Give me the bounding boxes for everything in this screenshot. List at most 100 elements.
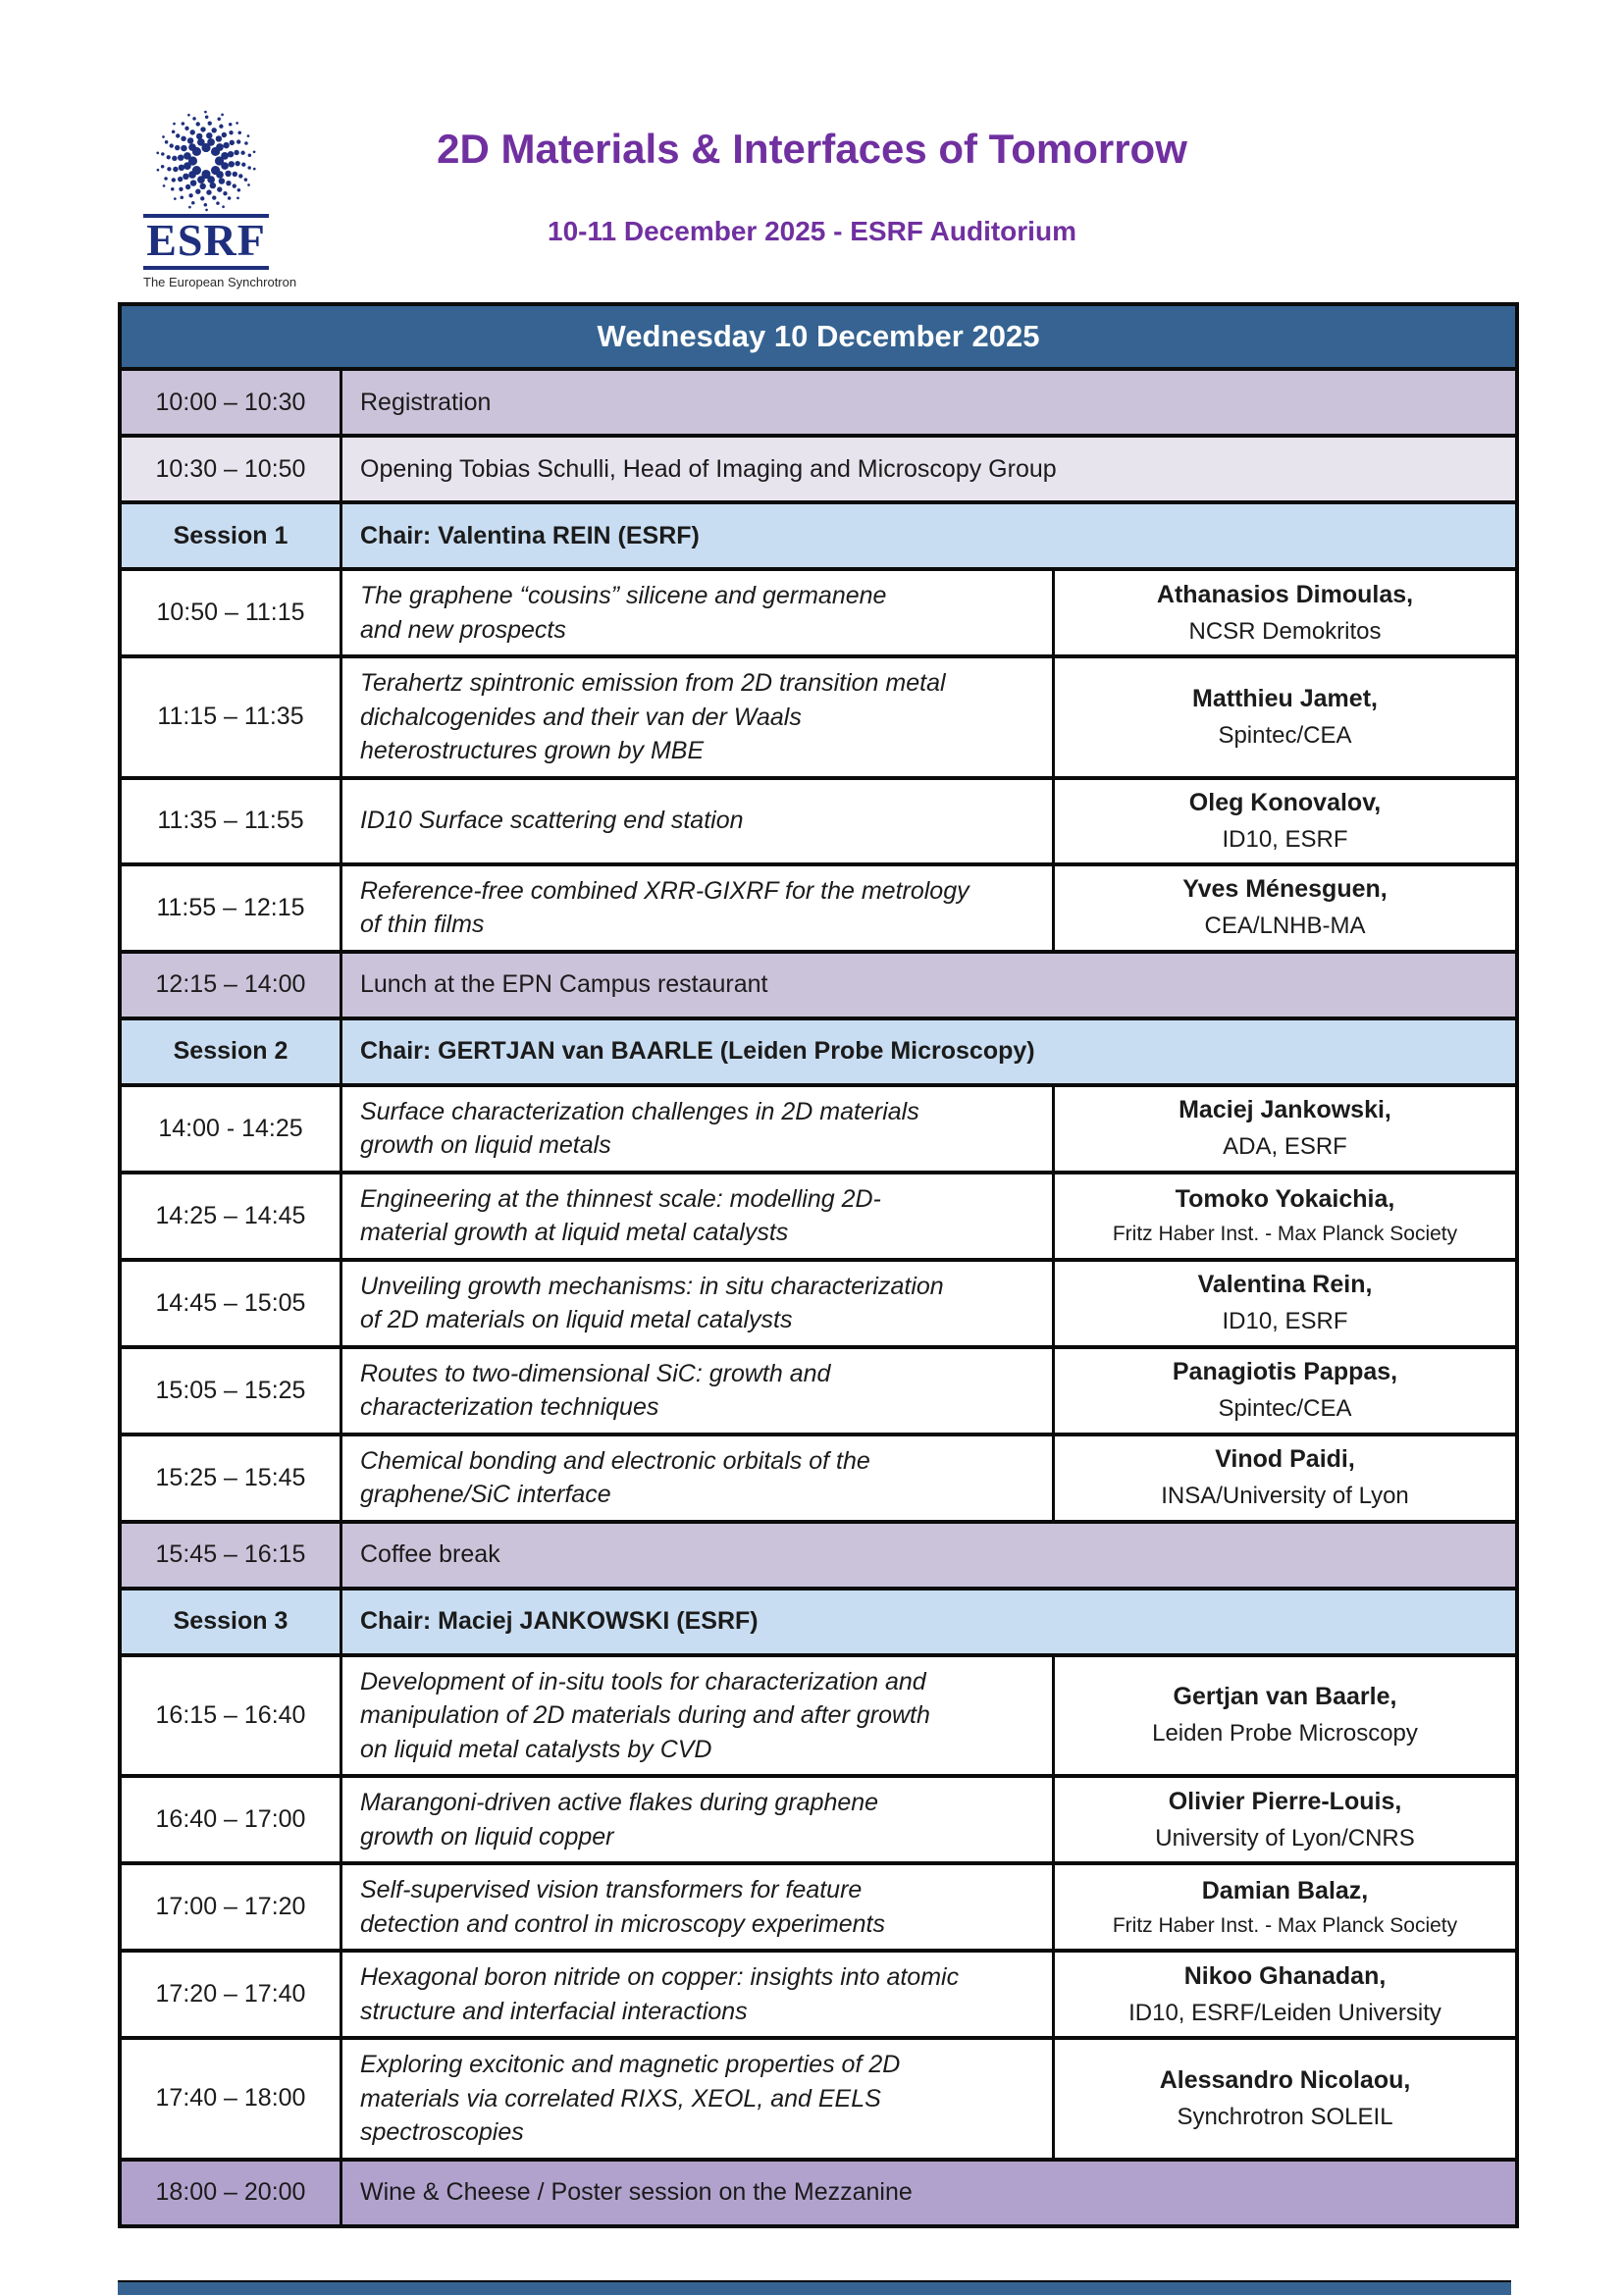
speaker-name: Athanasios Dimoulas, — [1156, 580, 1414, 608]
speaker-affiliation: Fritz Haber Inst. - Max Planck Society — [1112, 1913, 1458, 1937]
time-cell: 17:00 – 17:20 — [155, 1893, 306, 1920]
time-cell: 11:35 – 11:55 — [157, 807, 304, 834]
speaker-name: Nikoo Ghanadan, — [1183, 1961, 1387, 1990]
speaker-cell: Nikoo Ghanadan, ID10, ESRF/Leiden Univers… — [1052, 1953, 1515, 2036]
talk-title: Engineering at the thinnest scale: model… — [340, 1174, 1052, 1258]
talk-row: 14:00 - 14:25 Surface characterization ch… — [122, 1082, 1515, 1171]
speaker-cell: Athanasios Dimoulas, NCSR Demokritos — [1052, 571, 1515, 654]
speaker-affiliation: Fritz Haber Inst. - Max Planck Society — [1112, 1223, 1458, 1245]
speaker-name: Matthieu Jamet, — [1192, 684, 1378, 712]
chair-label: Chair: Maciej JANKOWSKI (ESRF) — [340, 1590, 1515, 1653]
break-row: 10:00 – 10:30 Registration — [122, 367, 1515, 434]
time-cell: 15:25 – 15:45 — [155, 1463, 306, 1491]
speaker-name: Olivier Pierre-Louis, — [1168, 1787, 1402, 1815]
speaker-name: Tomoko Yokaichia, — [1175, 1185, 1395, 1213]
page-title: 2D Materials & Interfaces of Tomorrow — [437, 126, 1187, 172]
time-cell: 17:20 – 17:40 — [155, 1980, 306, 2008]
speaker-name: Damian Balaz, — [1201, 1876, 1369, 1904]
speaker-name: Oleg Konovalov, — [1188, 788, 1382, 816]
speaker-name: Valentina Rein, — [1197, 1271, 1373, 1298]
event-label: Wine & Cheese / Poster session on the Me… — [340, 2161, 1515, 2224]
speaker-name: Panagiotis Pappas, — [1172, 1358, 1398, 1385]
logo-rule-top — [143, 214, 269, 218]
talk-row: 11:35 – 11:55 ID10 Surface scattering end… — [122, 775, 1515, 862]
speaker-affiliation: University of Lyon/CNRS — [1155, 1824, 1415, 1852]
speaker-cell: Valentina Rein, ID10, ESRF — [1052, 1261, 1515, 1345]
schedule-rows: 10:00 – 10:30 Registration 10:30 – 10:50 Op… — [122, 367, 1515, 2224]
speaker-cell: Tomoko Yokaichia, Fritz Haber Inst. - Max… — [1052, 1174, 1515, 1258]
chair-label: Chair: Valentina REIN (ESRF) — [340, 504, 1515, 567]
logo-rule-bottom — [143, 265, 269, 270]
talk-row: 15:25 – 15:45 Chemical bonding and electr… — [122, 1432, 1515, 1520]
talk-title: The graphene “cousins” silicene and germ… — [340, 571, 1052, 654]
schedule-table: Wednesday 10 December 2025 10:00 – 10:30… — [118, 302, 1519, 2228]
time-cell: 10:00 – 10:30 — [155, 388, 306, 416]
speaker-affiliation: Spintec/CEA — [1218, 1395, 1352, 1422]
session-row: Session 1 Chair: Valentina REIN (ESRF) — [122, 500, 1515, 567]
session-label: Session 1 — [173, 521, 288, 549]
talk-title: Surface characterization challenges in 2… — [340, 1086, 1052, 1171]
talk-row: 11:55 – 12:15 Reference-free combined XRR… — [122, 861, 1515, 950]
talk-title: Self-supervised vision transformers for … — [340, 1865, 1052, 1949]
event-label: Coffee break — [340, 1523, 1515, 1587]
speaker-cell: Panagiotis Pappas, Spintec/CEA — [1052, 1348, 1515, 1433]
speaker-affiliation: Synchrotron SOLEIL — [1177, 2103, 1393, 2130]
speaker-affiliation: ID10, ESRF/Leiden University — [1128, 1999, 1441, 2026]
talk-title: Hexagonal boron nitride on copper: insig… — [340, 1953, 1052, 2036]
speaker-name: Vinod Paidi, — [1215, 1445, 1355, 1473]
time-cell: 16:15 – 16:40 — [155, 1700, 306, 1729]
speaker-affiliation: ADA, ESRF — [1223, 1133, 1347, 1160]
speaker-cell: Vinod Paidi, INSA/University of Lyon — [1052, 1435, 1515, 1520]
header-titles: 2D Materials & Interfaces of Tomorrow 10… — [0, 126, 1624, 247]
time-cell: 14:00 - 14:25 — [158, 1114, 303, 1142]
speaker-affiliation: INSA/University of Lyon — [1161, 1483, 1409, 1509]
session-label: Session 3 — [173, 1607, 288, 1635]
talk-title: Unveiling growth mechanisms: in situ cha… — [340, 1261, 1052, 1345]
time-cell: 17:40 – 18:00 — [155, 2084, 306, 2112]
time-cell: 10:50 – 11:15 — [156, 599, 305, 626]
speaker-cell: Maciej Jankowski, ADA, ESRF — [1052, 1086, 1515, 1171]
session-label: Session 2 — [173, 1037, 288, 1065]
logo-wordmark: ESRF — [146, 215, 266, 265]
session-row: Session 2 Chair: GERTJAN van BAARLE (Leid… — [122, 1016, 1515, 1083]
speaker-cell: Olivier Pierre-Louis, University of Lyon/… — [1052, 1778, 1515, 1861]
event-label: Registration — [340, 371, 1515, 434]
time-cell: 12:15 – 14:00 — [155, 970, 306, 998]
time-cell: 15:05 – 15:25 — [155, 1376, 306, 1404]
event-label: Opening Tobias Schulli, Head of Imaging … — [340, 438, 1515, 500]
talk-row: 17:40 – 18:00 Exploring excitonic and mag… — [122, 2036, 1515, 2158]
time-cell: 11:15 – 11:35 — [157, 703, 304, 731]
speaker-cell: Damian Balaz, Fritz Haber Inst. - Max Pla… — [1052, 1865, 1515, 1949]
talk-title: Reference-free combined XRR-GIXRF for th… — [340, 865, 1052, 950]
talk-row: 14:45 – 15:05 Unveiling growth mechanisms… — [122, 1257, 1515, 1345]
time-cell: 11:55 – 12:15 — [156, 893, 305, 921]
event-label: Lunch at the EPN Campus restaurant — [340, 953, 1515, 1017]
speaker-affiliation: CEA/LNHB-MA — [1204, 913, 1366, 939]
page-subtitle: 10-11 December 2025 - ESRF Auditorium — [548, 216, 1076, 246]
talk-title: ID10 Surface scattering end station — [340, 779, 1052, 862]
talk-title: Exploring excitonic and magnetic propert… — [340, 2040, 1052, 2158]
talk-title: Chemical bonding and electronic orbitals… — [340, 1435, 1052, 1520]
time-cell: 14:25 – 14:45 — [155, 1201, 306, 1229]
speaker-name: Yves Ménesguen, — [1182, 875, 1388, 903]
talk-row: 16:15 – 16:40 Development of in-situ tool… — [122, 1652, 1515, 1774]
esrf-starburst-icon — [156, 110, 256, 212]
time-cell: 10:30 – 10:50 — [155, 454, 306, 483]
speaker-cell: Matthieu Jamet, Spintec/CEA — [1052, 658, 1515, 776]
talk-row: 17:00 – 17:20 Self-supervised vision tran… — [122, 1861, 1515, 1949]
speaker-affiliation: Leiden Probe Microscopy — [1152, 1720, 1418, 1747]
talk-title: Routes to two-dimensional SiC: growth an… — [340, 1348, 1052, 1433]
time-cell: 15:45 – 16:15 — [155, 1540, 306, 1568]
speaker-cell: Yves Ménesguen, CEA/LNHB-MA — [1052, 865, 1515, 950]
talk-row: 14:25 – 14:45 Engineering at the thinnest… — [122, 1170, 1515, 1258]
logo-tagline: The European Synchrotron — [143, 274, 297, 289]
time-cell: 16:40 – 17:00 — [155, 1805, 306, 1833]
talk-title: Marangoni-driven active flakes during gr… — [340, 1778, 1052, 1861]
talk-row: 17:20 – 17:40 Hexagonal boron nitride on … — [122, 1949, 1515, 2036]
talk-row: 11:15 – 11:35 Terahertz spintronic emissi… — [122, 654, 1515, 776]
next-table-top-edge — [118, 2280, 1511, 2295]
session-row: Session 3 Chair: Maciej JANKOWSKI (ESRF) — [122, 1586, 1515, 1653]
speaker-cell: Oleg Konovalov, ID10, ESRF — [1052, 779, 1515, 862]
talk-title: Terahertz spintronic emission from 2D tr… — [340, 658, 1052, 776]
